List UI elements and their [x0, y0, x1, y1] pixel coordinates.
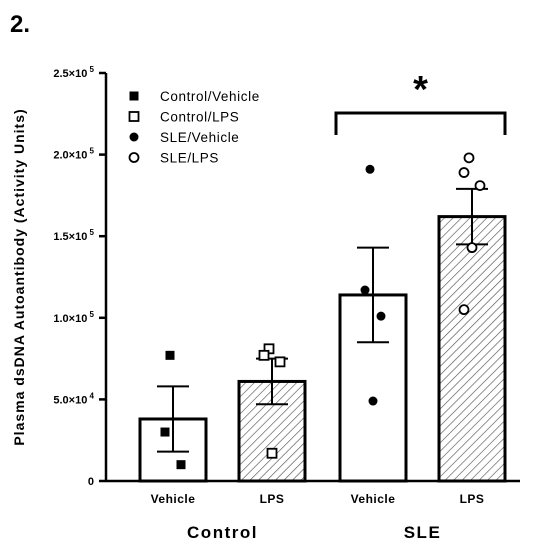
- point-3-4: [458, 304, 470, 316]
- legend-label-2: SLE/Vehicle: [160, 130, 239, 145]
- significance-star: *: [413, 69, 428, 111]
- point-1-1: [258, 349, 270, 361]
- point-3-3: [466, 242, 478, 254]
- x-tick-label-1: LPS: [260, 492, 285, 506]
- x-tick-label-0: Vehicle: [151, 492, 196, 506]
- legend-marker-0: [129, 91, 139, 101]
- point-0-2: [176, 460, 186, 470]
- legend-marker-1: [128, 111, 140, 122]
- significance-bracket: [334, 111, 507, 135]
- legend-label-0: Control/Vehicle: [160, 89, 260, 104]
- x-tick-label-3: LPS: [460, 492, 485, 506]
- plot-area: 0 5.0×10 4 1.0×10 5 1.5×10 5 2.0×10 5 2.5×10 …: [11, 65, 520, 542]
- y-tick-label-3: 1.5×10 5: [53, 228, 94, 243]
- point-2-0: [365, 164, 375, 174]
- y-tick-label-1: 5.0×10 4: [53, 391, 94, 406]
- y-tick-label-2: 1.0×10 5: [53, 310, 94, 325]
- point-3-0: [463, 152, 475, 164]
- x-tick-label-2: Vehicle: [351, 492, 396, 506]
- point-1-3: [266, 447, 278, 459]
- point-2-3: [368, 396, 378, 406]
- point-2-2: [376, 311, 386, 321]
- legend-marker-2: [129, 132, 139, 142]
- legend-label-1: Control/LPS: [160, 110, 239, 125]
- point-1-2: [274, 356, 286, 368]
- point-0-1: [160, 427, 170, 437]
- bar-3: [437, 215, 507, 483]
- point-3-1: [458, 167, 470, 178]
- legend-label-3: SLE/LPS: [160, 151, 219, 166]
- group-label-0: Control: [187, 523, 258, 542]
- point-2-1: [360, 285, 370, 295]
- y-axis-label: Plasma dsDNA Autoantibody (Activity Unit…: [11, 108, 27, 445]
- y-tick-label-4: 2.0×10 5: [53, 147, 94, 162]
- point-3-2: [474, 180, 486, 192]
- legend-marker-3: [128, 152, 140, 163]
- group-label-1: SLE: [404, 523, 442, 542]
- y-tick-label-5: 2.5×10 5: [53, 65, 94, 80]
- point-0-0: [165, 350, 175, 360]
- y-tick-label-0: 0: [88, 476, 94, 488]
- panel-label: 2.: [10, 11, 30, 38]
